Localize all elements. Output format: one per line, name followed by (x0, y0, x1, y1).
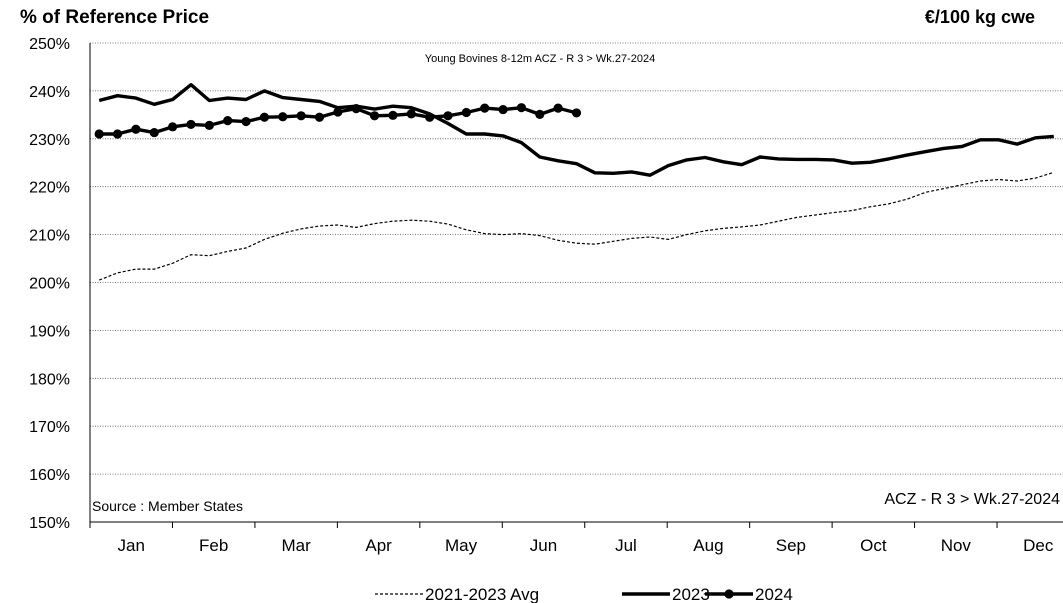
data-point (278, 112, 288, 122)
y-axis-ticks: 150% 160% 170% 180% 190% 200% 210% 220% 230% 240%… (29, 36, 70, 532)
source-note: Source : Member States (92, 498, 243, 514)
data-point (516, 103, 527, 113)
y-tick-label: 220% (29, 180, 70, 197)
x-axis: Jan Feb Mar Apr May Jun Jul Aug Sep Oct Nov Dec (89, 43, 1063, 555)
data-point (204, 120, 214, 130)
y-tick-label: 240% (29, 84, 70, 101)
x-tick-label: Mar (282, 536, 312, 555)
x-tick-label: May (445, 536, 478, 555)
data-point (314, 112, 325, 122)
data-point (443, 111, 453, 121)
x-tick-label: Nov (941, 536, 972, 555)
grid-lines (90, 42, 1063, 475)
legend-label: 2021-2023 Avg (425, 585, 539, 603)
data-point (112, 129, 123, 139)
x-tick-label: Jan (118, 536, 145, 555)
y-tick-label: 230% (29, 132, 70, 149)
y-tick-label: 170% (29, 419, 70, 436)
data-point (149, 127, 159, 138)
y-tick-label: 200% (29, 276, 70, 293)
data-point (186, 119, 196, 130)
data-point (480, 103, 490, 113)
x-tick-label: Jun (530, 536, 557, 555)
data-point (498, 104, 508, 115)
y-tick-label: 250% (29, 36, 70, 53)
data-point (406, 109, 416, 119)
x-tick-label: Jul (615, 536, 637, 555)
series-note: ACZ - R 3 > Wk.27-2024 (884, 491, 1060, 508)
data-point (241, 116, 251, 127)
data-point (94, 129, 104, 139)
y-tick-label: 210% (29, 228, 70, 245)
legend-item: 2024 (705, 585, 793, 603)
data-point (168, 122, 178, 132)
chart-subtitle: Young Bovines 8-12m ACZ - R 3 > Wk.27-20… (425, 53, 655, 65)
data-point (223, 115, 233, 126)
data-point (296, 111, 306, 121)
legend-marker (724, 589, 734, 599)
x-tick-label: Dec (1023, 536, 1054, 555)
x-tick-label: Sep (776, 536, 806, 555)
data-point (425, 112, 435, 122)
y-tick-label: 190% (29, 323, 70, 340)
x-tick-label: Oct (860, 536, 887, 555)
data-point (351, 104, 361, 114)
x-tick-label: Feb (199, 536, 228, 555)
data-point (259, 112, 270, 122)
data-point (461, 107, 471, 118)
legend-label: 2023 (672, 585, 710, 603)
data-point (388, 110, 398, 120)
y-tick-label: 160% (29, 467, 70, 484)
unit-label: €/100 kg cwe (924, 7, 1035, 27)
data-point (131, 124, 141, 134)
legend-item: 2021-2023 Avg (375, 585, 539, 603)
legend-item: 2023 (622, 585, 710, 603)
data-point (333, 107, 343, 117)
chart-title: % of Reference Price (20, 7, 210, 28)
data-point (535, 109, 545, 119)
y-tick-label: 180% (29, 371, 70, 388)
data-point (571, 108, 582, 118)
x-tick-label: Apr (365, 536, 392, 555)
series-lines (94, 82, 1054, 281)
x-tick-label: Aug (693, 536, 723, 555)
series-line-0 (98, 171, 1054, 281)
y-tick-label: 150% (29, 515, 70, 532)
legend: 2021-2023 Avg 2023 2024 (375, 585, 793, 603)
data-point (369, 111, 380, 121)
series-line-1 (98, 82, 1054, 177)
data-point (553, 103, 563, 113)
legend-label: 2024 (755, 585, 793, 603)
